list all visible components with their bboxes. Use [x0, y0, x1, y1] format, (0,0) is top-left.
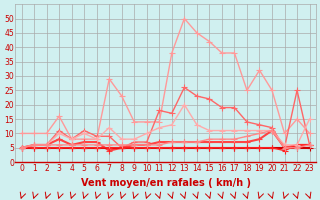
X-axis label: Vent moyen/en rafales ( km/h ): Vent moyen/en rafales ( km/h ) [81, 178, 251, 188]
